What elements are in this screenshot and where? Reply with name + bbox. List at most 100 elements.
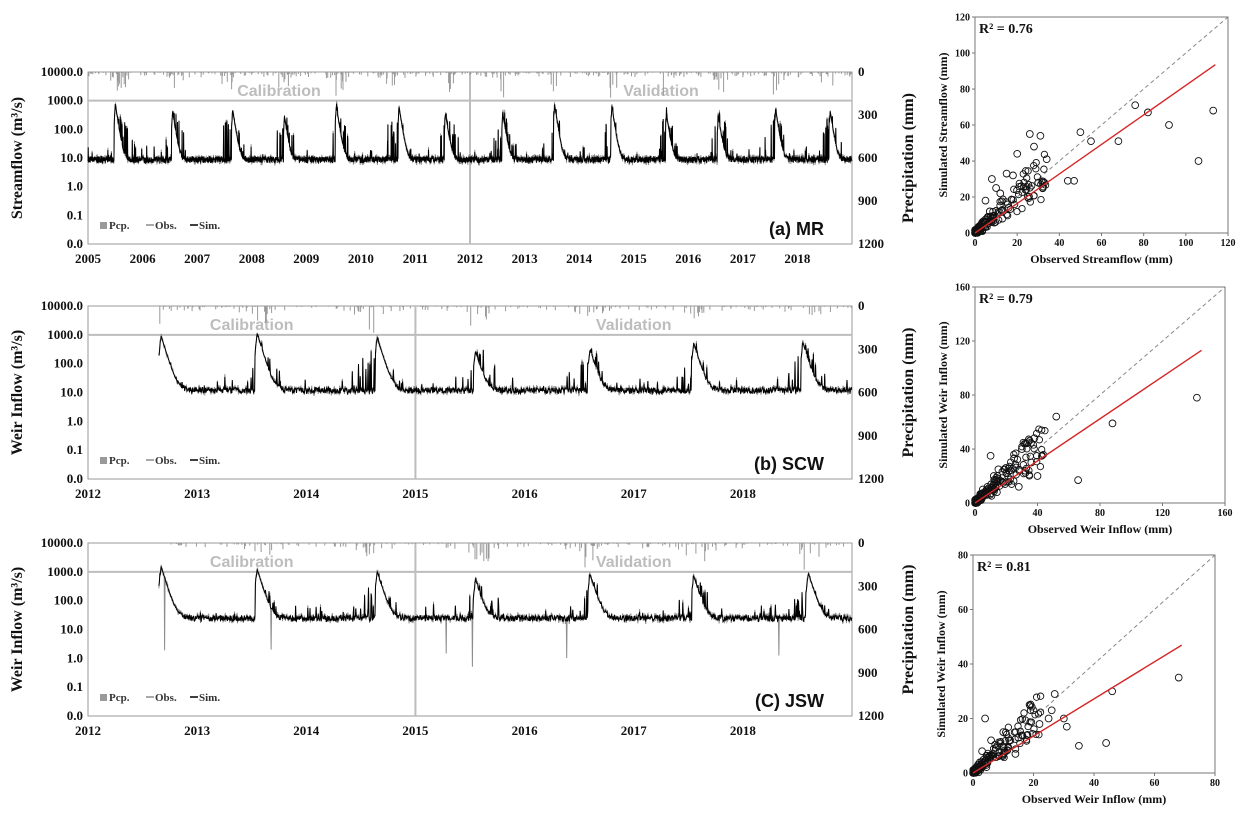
data-point: [1059, 714, 1068, 723]
data-point: [1010, 454, 1018, 463]
y-tick-label: 10000.0: [41, 64, 83, 79]
y-tick-label: 0: [965, 499, 970, 510]
x-tick-label: 20: [1029, 778, 1039, 789]
data-point: [1005, 736, 1014, 745]
y2-tick-label: 600: [858, 622, 878, 637]
data-point: [1063, 176, 1072, 185]
x-tick-label: 2010: [348, 251, 374, 266]
data-point: [1011, 750, 1020, 758]
data-point: [1030, 434, 1039, 443]
x-tick-label: 2016: [675, 251, 702, 266]
y-tick-label: 160: [955, 283, 970, 294]
data-point: [1062, 722, 1071, 731]
data-point: [1050, 690, 1059, 698]
regression-line: [974, 349, 1202, 504]
data-point: [1002, 469, 1011, 478]
data-point: [1019, 170, 1027, 178]
simulated-flow-series: [158, 333, 853, 396]
y-tick-label: 100.0: [54, 593, 83, 608]
y-tick-label: 0.0: [67, 471, 83, 486]
x-tick-label: 2007: [184, 251, 211, 266]
data-point: [999, 478, 1007, 487]
x-tick-label: 2015: [402, 486, 429, 501]
y-axis-title: Simulated Streamflow (mm): [936, 52, 950, 197]
data-point: [1020, 709, 1028, 717]
y2-tick-label: 900: [858, 665, 878, 680]
data-point: [1013, 149, 1022, 158]
data-point: [974, 497, 982, 505]
x-axis-title: Observed Weir Inflow (mm): [1028, 522, 1173, 536]
y-axis-title: Weir Inflow (m³/s): [9, 567, 26, 692]
data-point: [1019, 732, 1027, 740]
y2-tick-label: 300: [858, 107, 878, 122]
y2-tick-label: 600: [858, 385, 878, 400]
y-tick-label: 40: [960, 157, 970, 168]
data-point: [1022, 453, 1030, 461]
hydrograph-panel-c: 0.0 0.1 1.0 10.0 100.0 1000.0 10000.0 0 300 600 90…: [9, 535, 917, 738]
site-label: (C) JSW: [755, 691, 824, 711]
data-point: [1040, 150, 1049, 159]
data-point: [1037, 195, 1045, 204]
legend-label-pcp: Pcp.: [109, 220, 130, 232]
data-point: [1194, 157, 1203, 165]
calibration-label: Calibration: [210, 554, 294, 571]
one-to-one-line: [974, 286, 1226, 504]
data-point: [1052, 412, 1061, 421]
data-point: [1010, 450, 1018, 459]
x-tick-label: 2016: [512, 723, 539, 738]
data-point: [1087, 137, 1095, 146]
data-point: [1002, 169, 1011, 178]
data-point: [1032, 730, 1040, 739]
legend-swatch-pcp: [100, 457, 107, 464]
data-point: [1025, 471, 1033, 479]
observed-flow-series: [158, 332, 853, 397]
one-to-one-line: [972, 554, 1216, 774]
x-tick-label: 40: [1033, 508, 1043, 519]
one-to-one-line: [974, 16, 1229, 234]
data-point: [976, 225, 985, 233]
data-point: [1165, 121, 1173, 129]
x-tick-label: 2008: [239, 251, 266, 266]
y-tick-label: 10.0: [60, 150, 83, 165]
data-point: [1108, 419, 1117, 428]
data-point: [1076, 128, 1085, 137]
x-tick-label: 2012: [75, 723, 101, 738]
y2-tick-label: 0: [858, 64, 865, 79]
x-tick-label: 100: [1178, 238, 1193, 249]
precipitation-bars: [88, 72, 852, 98]
y-tick-label: 10.0: [60, 622, 83, 637]
data-point: [988, 175, 996, 183]
data-point: [1075, 741, 1083, 750]
x-tick-label: 0: [973, 238, 978, 249]
data-point: [1017, 182, 1026, 191]
y-tick-label: 10000.0: [41, 298, 83, 313]
data-point: [989, 472, 998, 480]
data-point: [1024, 722, 1032, 731]
x-axis-title: Observed Weir Inflow (mm): [1022, 792, 1167, 806]
data-point: [1033, 173, 1042, 181]
y-tick-label: 100: [955, 49, 970, 60]
precipitation-bars: [161, 543, 844, 570]
data-point: [1030, 142, 1038, 151]
data-point: [981, 757, 989, 765]
y2-tick-label: 600: [858, 150, 878, 165]
x-axis-title: Observed Streamflow (mm): [1030, 252, 1172, 266]
data-point: [1174, 673, 1183, 682]
data-point: [999, 728, 1008, 736]
y-tick-label: 0.0: [67, 236, 83, 251]
y-tick-label: 0.1: [67, 442, 83, 457]
x-tick-label: 2005: [75, 251, 102, 266]
legend: Pcp. Obs. Sim.: [100, 220, 220, 232]
data-point: [1032, 165, 1040, 173]
data-point: [1035, 720, 1044, 728]
data-point: [1026, 452, 1034, 460]
data-point: [1074, 476, 1082, 484]
data-point: [972, 229, 980, 237]
data-point: [987, 217, 995, 226]
data-point: [995, 752, 1003, 761]
data-point: [1014, 733, 1023, 742]
data-point: [993, 741, 1002, 750]
y-tick-label: 1000.0: [47, 327, 83, 342]
site-label: (a) MR: [769, 219, 824, 239]
